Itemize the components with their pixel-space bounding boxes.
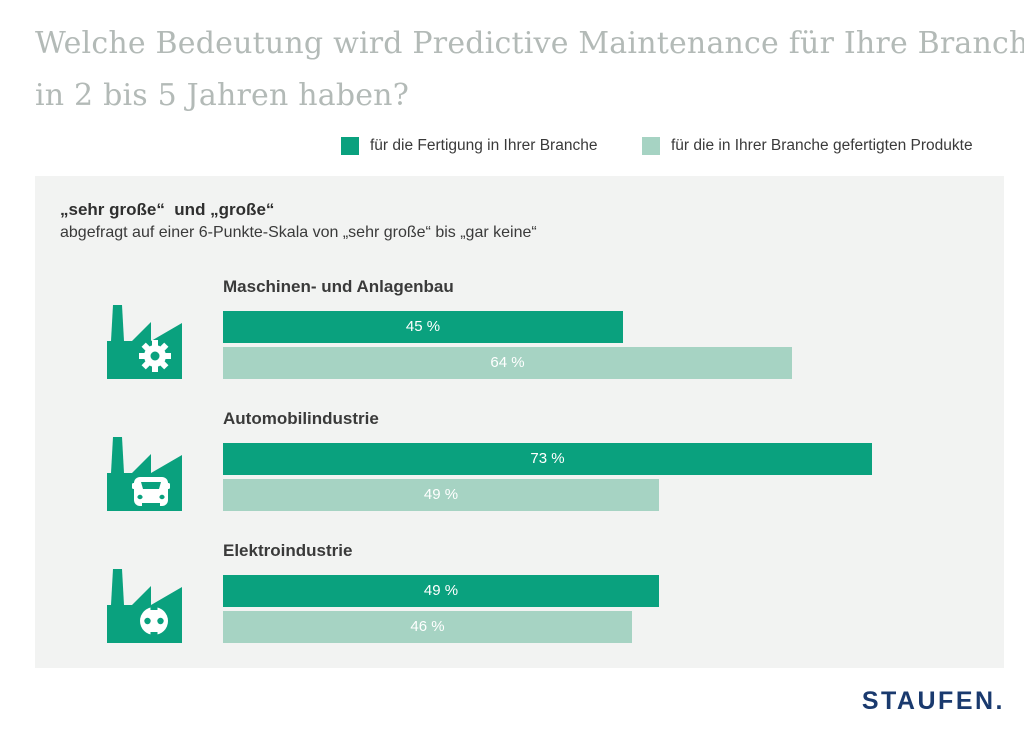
bar-value-label: 64 % [490,354,525,371]
category-label: Elektroindustrie [223,541,353,560]
chart-panel: „sehr große“ und „große“ abgefragt auf e… [35,176,1004,668]
bar-value-label: 45 % [405,318,441,335]
bar-produkte: 46 % [223,611,632,643]
staufen-logo: STAUFEN. [861,687,1005,715]
page-title-line-2: in 2 bis 5 Jahren haben? [35,78,409,113]
chart-group-maschinenbau: Maschinen- und Anlagenbau 45 % 64 % [35,276,1004,408]
legend-label: für die in Ihrer Branche gefertigten Pro… [671,137,973,154]
bar-value-label: 49 % [423,582,459,599]
factory-car-icon [107,437,182,511]
bar-fertigung: 45 % [223,311,623,343]
legend-item-produkte: für die in Ihrer Branche gefertigten Pro… [642,136,973,156]
category-label: Maschinen- und Anlagenbau [223,277,454,296]
panel-heading: „sehr große“ und „große“ [60,200,275,219]
legend-swatch-light-green [642,137,660,155]
factory-plug-icon [107,569,182,643]
bar-value-label: 46 % [410,618,445,635]
chart-group-automobil: Automobilindustrie 73 % 49 % [35,408,1004,540]
legend-swatch-dark-green [341,137,359,155]
factory-gear-icon [107,305,182,379]
page-title-line-1: Welche Bedeutung wird Predictive Mainten… [35,26,1024,61]
legend-item-fertigung: für die Fertigung in Ihrer Branche [341,136,597,156]
bar-produkte: 64 % [223,347,792,379]
panel-subheading: abgefragt auf einer 6-Punkte-Skala von „… [60,224,537,241]
bar-produkte: 49 % [223,479,659,511]
category-label: Automobilindustrie [223,409,379,428]
bar-value-label: 73 % [530,450,565,467]
bar-fertigung: 73 % [223,443,872,475]
chart-group-elektro: Elektroindustrie 49 % 46 % [35,540,1004,672]
legend-label: für die Fertigung in Ihrer Branche [370,137,598,154]
bar-fertigung: 49 % [223,575,659,607]
bar-value-label: 49 % [423,486,459,503]
